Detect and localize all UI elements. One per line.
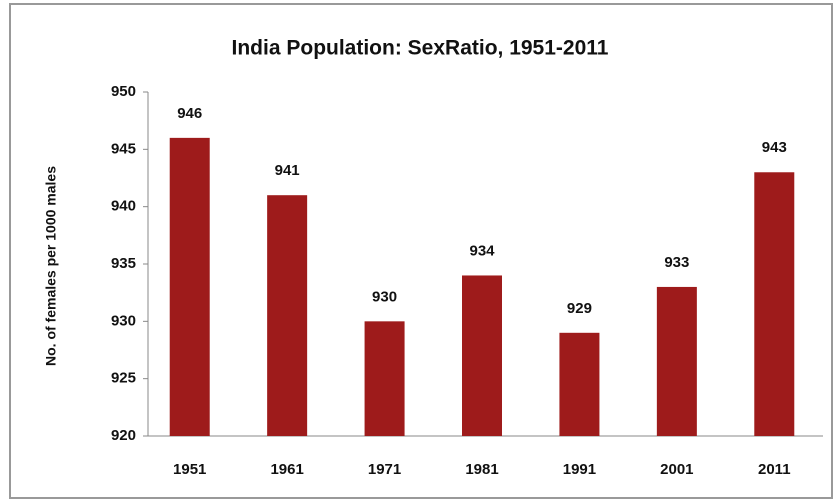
x-tick-label: 2011 — [758, 461, 791, 478]
y-tick-label: 925 — [111, 370, 136, 387]
bar — [169, 137, 210, 436]
data-label: 941 — [275, 162, 300, 179]
y-tick-label: 920 — [111, 427, 136, 444]
bar — [559, 332, 600, 436]
bar — [656, 286, 697, 436]
y-tick-label: 940 — [111, 198, 136, 215]
chart-frame — [9, 3, 833, 499]
x-tick-label: 2001 — [660, 461, 693, 478]
data-label: 929 — [567, 300, 592, 317]
y-tick-label: 950 — [111, 83, 136, 100]
bar — [754, 172, 795, 436]
data-label: 946 — [177, 105, 202, 122]
x-tick-label: 1971 — [368, 461, 401, 478]
chart-title: India Population: SexRatio, 1951-2011 — [232, 37, 609, 60]
x-tick-label: 1991 — [563, 461, 596, 478]
y-tick-label: 935 — [111, 255, 136, 272]
bar — [267, 195, 308, 436]
data-label: 933 — [664, 254, 689, 271]
x-tick-label: 1951 — [173, 461, 206, 478]
data-label: 930 — [372, 288, 397, 305]
bar — [364, 321, 405, 436]
y-tick-label: 945 — [111, 140, 136, 157]
x-tick-label: 1981 — [465, 461, 498, 478]
data-label: 934 — [469, 242, 495, 259]
data-label: 943 — [762, 139, 787, 156]
bar — [462, 275, 502, 436]
x-tick-label: 1961 — [270, 461, 303, 478]
y-tick-label: 930 — [111, 312, 136, 329]
y-axis-label: No. of females per 1000 males — [43, 166, 59, 366]
